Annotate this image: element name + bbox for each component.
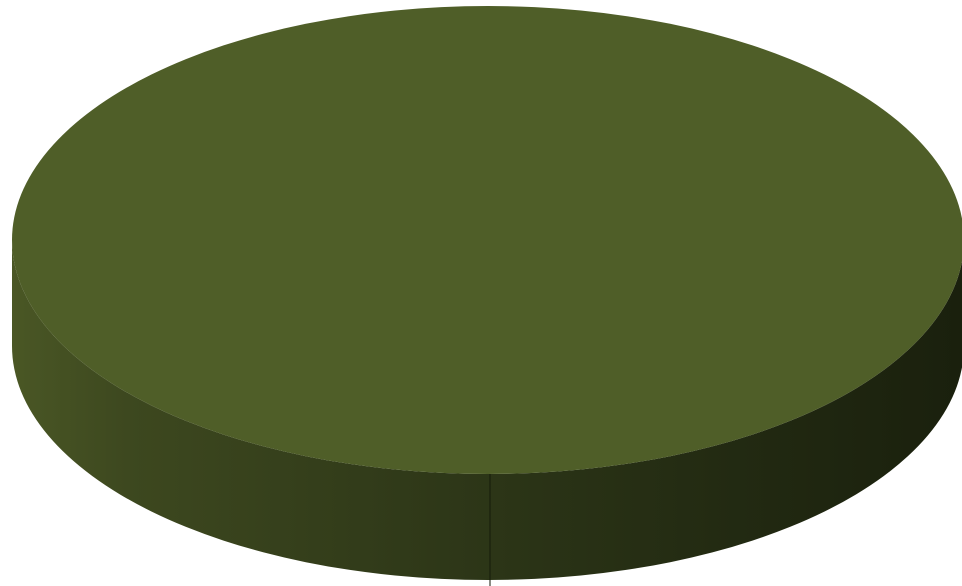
pie-slice-top <box>12 6 962 474</box>
